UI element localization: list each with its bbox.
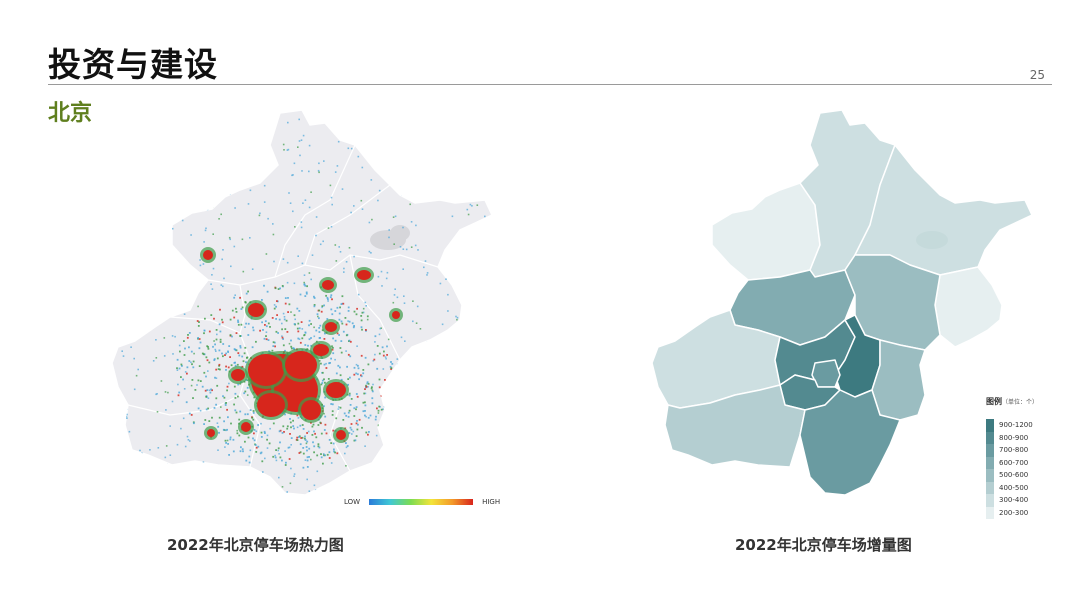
district-yanqing xyxy=(711,182,821,281)
legend-swatch xyxy=(986,506,994,519)
district-pinggu xyxy=(934,266,1003,348)
page-number: 25 xyxy=(1029,68,1045,82)
legend-item: 900-1200 xyxy=(986,419,1038,432)
legend-item: 800-900 xyxy=(986,431,1038,444)
heat-legend: LOW HIGH xyxy=(344,496,500,508)
district-daxing xyxy=(799,389,901,496)
legend-swatch xyxy=(986,444,994,457)
increase-legend-unit: （单位：个） xyxy=(1002,399,1039,406)
legend-swatch xyxy=(986,494,994,507)
heat-legend-gradient xyxy=(369,499,474,505)
built-up-area-patch xyxy=(916,231,948,249)
increase-map-canvas xyxy=(651,109,1033,496)
urban-core-heat xyxy=(200,247,403,443)
section-subtitle: 北京 xyxy=(48,101,93,126)
legend-item: 300-400 xyxy=(986,494,1038,507)
heat-legend-high: HIGH xyxy=(482,498,501,506)
district-tongzhou xyxy=(871,339,926,421)
parking-heat-map xyxy=(100,105,530,515)
parking-increase-map xyxy=(640,105,1060,515)
heat-map-caption: 2022年北京停车场热力图 xyxy=(167,536,344,554)
beijing-outline xyxy=(111,109,493,496)
legend-label: 800-900 xyxy=(999,433,1029,442)
increase-legend-title: 图例（单位：个） xyxy=(986,397,1039,406)
heat-legend-low: LOW xyxy=(344,498,361,506)
page-title: 投资与建设 xyxy=(48,45,218,84)
legend-swatch xyxy=(986,469,994,482)
legend-swatch xyxy=(986,431,994,444)
legend-item: 500-600 xyxy=(986,469,1038,482)
legend-label: 300-400 xyxy=(999,496,1029,505)
legend-label: 400-500 xyxy=(999,483,1029,492)
legend-item: 700-800 xyxy=(986,444,1038,457)
legend-label: 700-800 xyxy=(999,446,1029,455)
legend-label: 900-1200 xyxy=(999,421,1033,430)
legend-swatch xyxy=(986,456,994,469)
heat-map-canvas xyxy=(111,109,493,496)
legend-item: 600-700 xyxy=(986,456,1038,469)
increase-map-caption: 2022年北京停车场增量图 xyxy=(735,536,912,554)
title-divider xyxy=(48,84,1052,85)
legend-swatch xyxy=(986,419,994,432)
legend-label: 600-700 xyxy=(999,458,1029,467)
legend-item: 400-500 xyxy=(986,481,1038,494)
legend-label: 500-600 xyxy=(999,471,1029,480)
increase-legend: 图例（单位：个） 900-1200 800-900 700-800 600-700 50… xyxy=(986,396,1038,519)
legend-swatch xyxy=(986,481,994,494)
built-up-area-patch xyxy=(370,225,410,250)
increase-legend-rows: 900-1200 800-900 700-800 600-700 500-600 400-… xyxy=(986,419,1038,519)
legend-item: 200-300 xyxy=(986,506,1038,519)
legend-label: 200-300 xyxy=(999,508,1029,517)
